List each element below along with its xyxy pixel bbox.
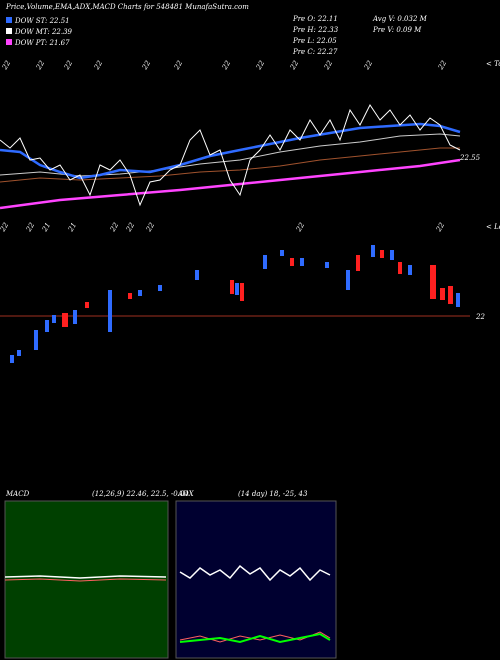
legend-label: DOW ST: 22.51 bbox=[14, 17, 70, 25]
info: Pre C: 22.27 bbox=[292, 48, 338, 56]
up-candles bbox=[10, 245, 460, 363]
legend: DOW ST: 22.51 DOW MT: 22.39 DOW PT: 21.67 bbox=[6, 17, 73, 47]
adx-panel bbox=[175, 500, 337, 659]
title: Price,Volume,EMA,ADX,MACD Charts for 548… bbox=[5, 3, 249, 11]
adx-name: ADX bbox=[177, 490, 195, 498]
macd-line bbox=[4, 575, 167, 579]
macd-name: MACD bbox=[5, 490, 30, 498]
info: Pre L: 22.05 bbox=[292, 37, 337, 45]
lows-label: < Lows bbox=[486, 223, 500, 231]
legend-label: DOW MT: 22.39 bbox=[14, 28, 73, 36]
info: Pre H: 22.33 bbox=[292, 26, 339, 34]
level-label: 22 bbox=[475, 313, 485, 321]
price-line bbox=[0, 104, 461, 207]
legend-swatch bbox=[6, 39, 12, 45]
tops-label: < Tops bbox=[486, 60, 500, 68]
info: Pre V: 0.09 M bbox=[372, 26, 422, 34]
legend-label: DOW PT: 21.67 bbox=[14, 39, 70, 47]
signal-line bbox=[4, 578, 167, 582]
date-label: 22 bbox=[0, 221, 10, 234]
legend-swatch bbox=[6, 17, 12, 23]
info: Avg V: 0.032 M bbox=[372, 15, 428, 23]
st-line bbox=[0, 122, 461, 180]
di-plus-line bbox=[179, 632, 331, 644]
date-label: 21 bbox=[40, 221, 52, 234]
macd-params: (12,26,9) 22.46, 22.5, -0.04 bbox=[92, 490, 189, 498]
adx-params: (14 day) 18, -25, 43 bbox=[238, 490, 308, 498]
info: Pre O: 22.11 bbox=[292, 15, 338, 23]
legend-swatch bbox=[6, 28, 12, 34]
adx-line bbox=[179, 564, 331, 582]
ema-line bbox=[0, 147, 460, 183]
date-label: 21 bbox=[66, 221, 78, 234]
last-price: 22.55 bbox=[459, 154, 481, 162]
pt-line bbox=[0, 158, 461, 210]
